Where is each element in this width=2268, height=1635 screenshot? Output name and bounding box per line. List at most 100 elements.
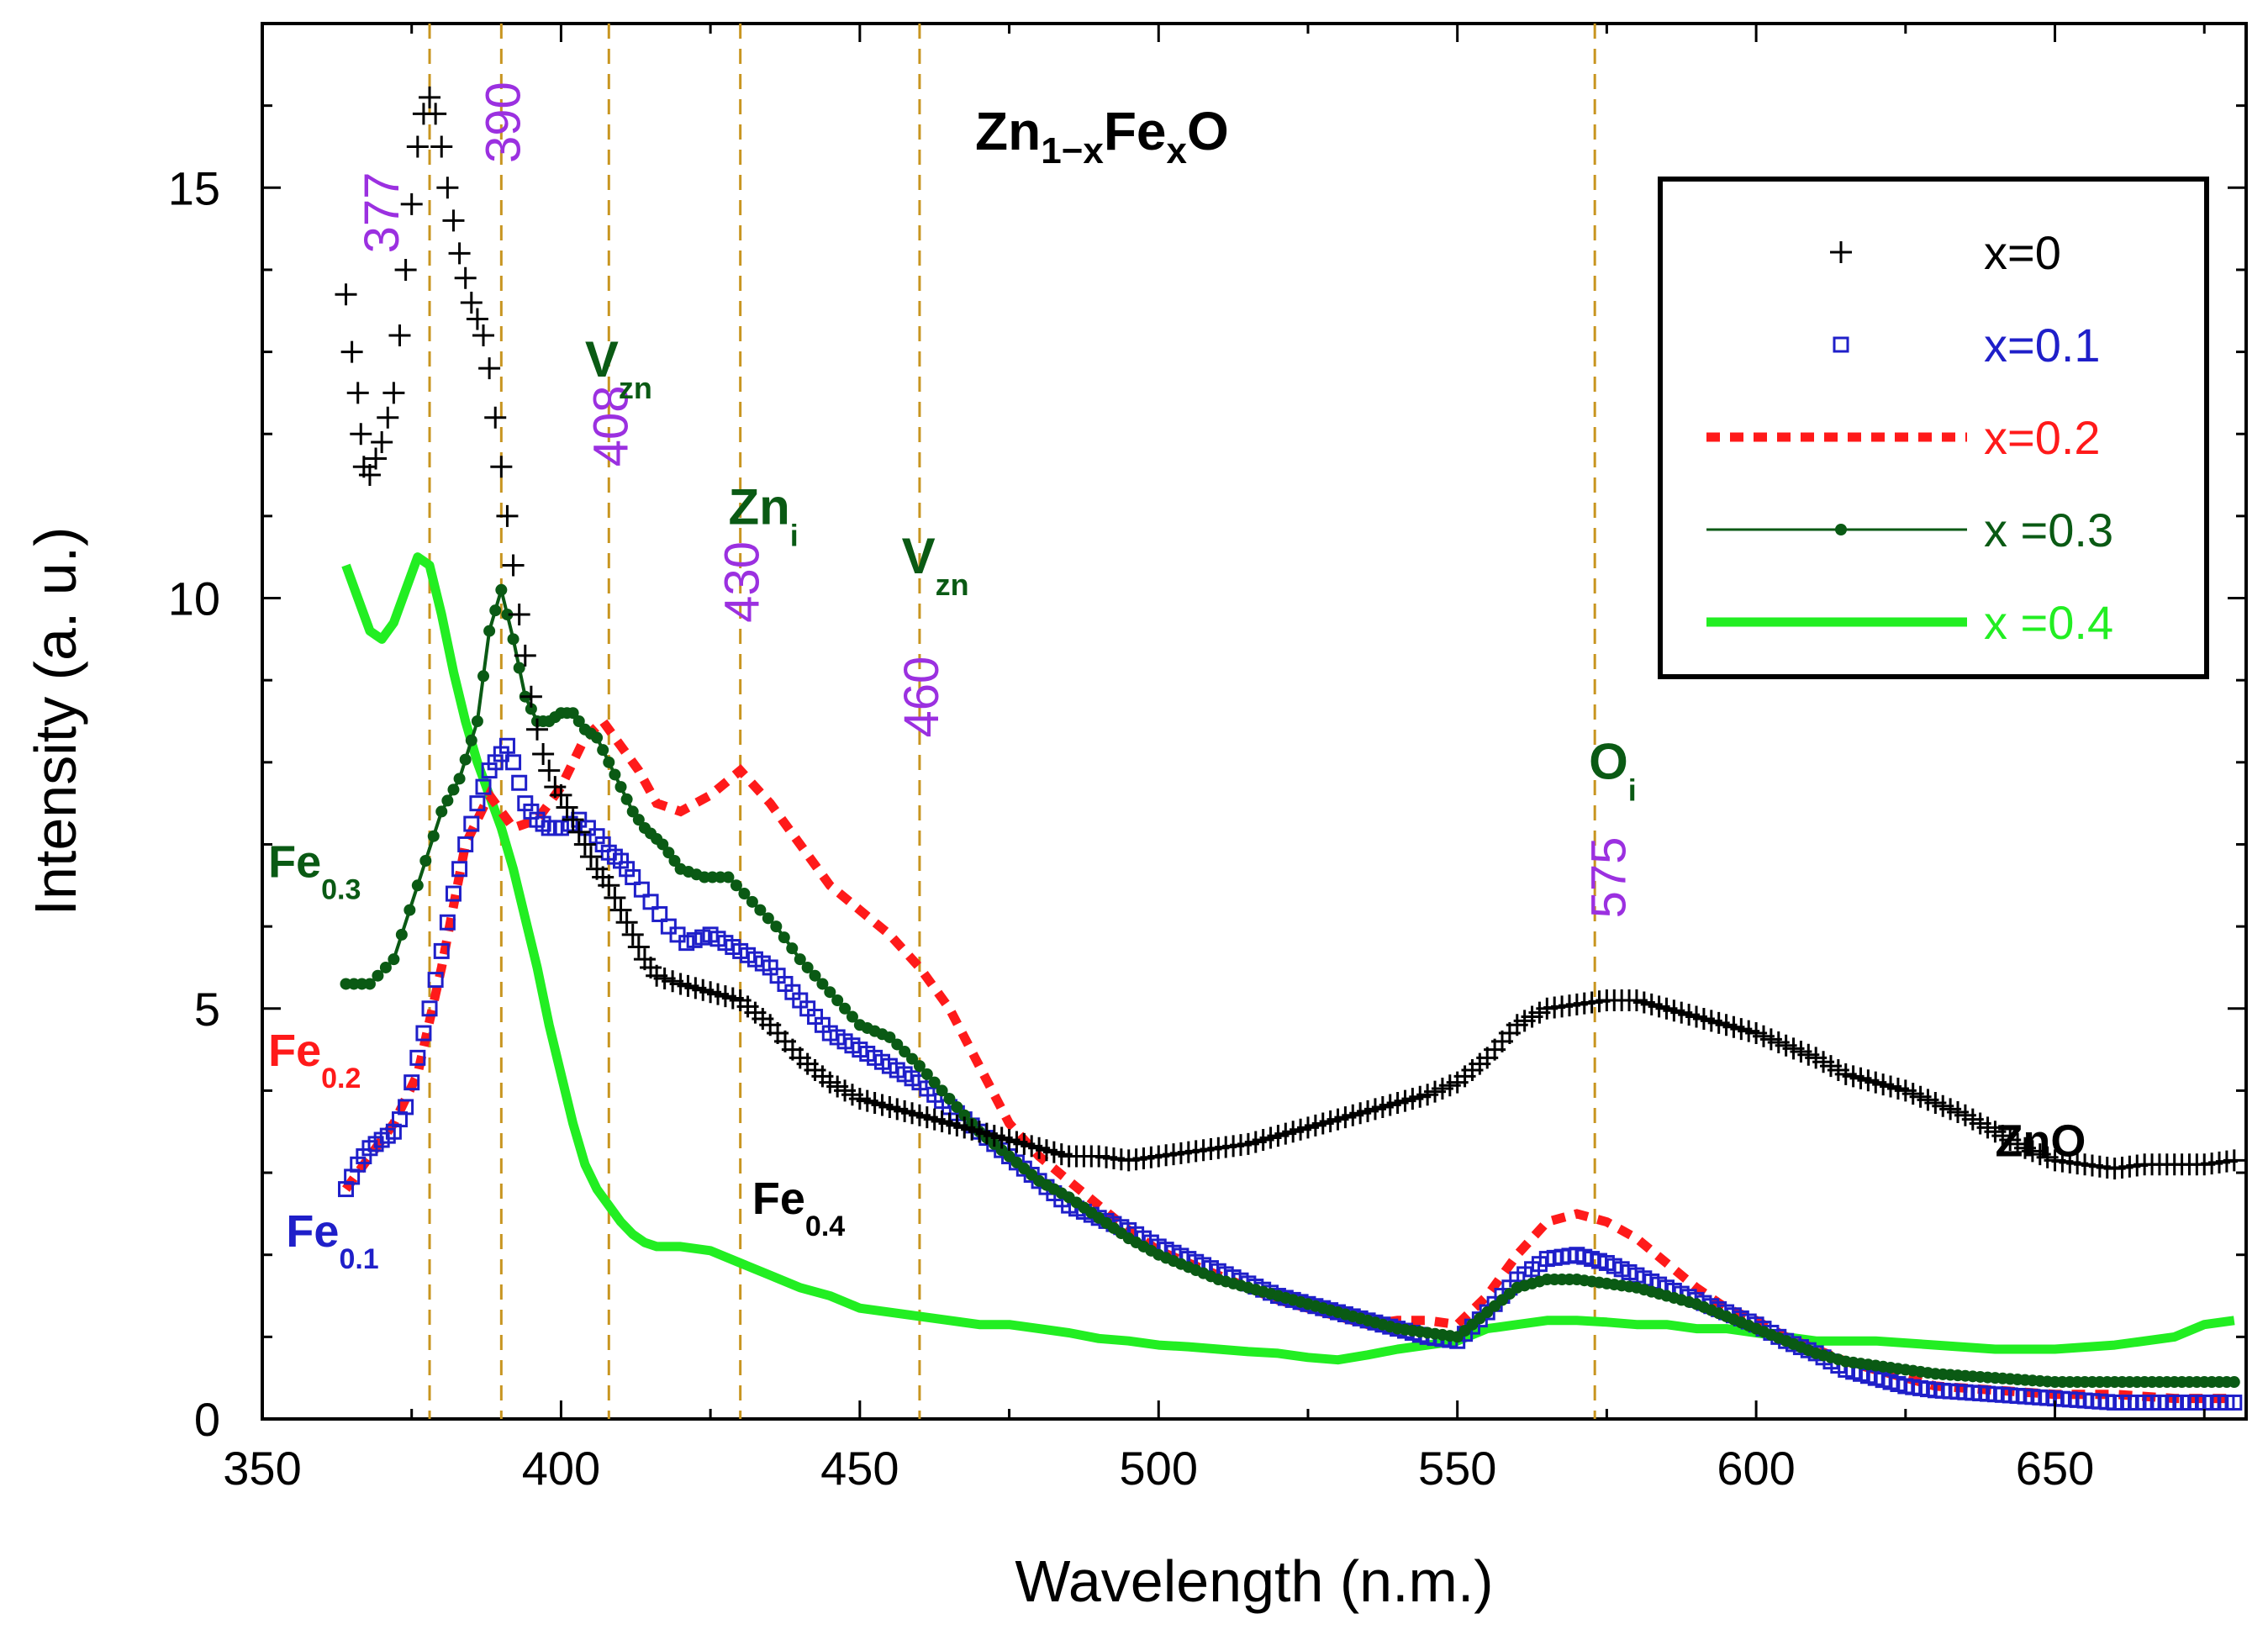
plus-marker [508, 604, 530, 626]
peak-label-390: 390 [476, 82, 530, 163]
plus-marker [525, 718, 548, 741]
square-marker [505, 754, 522, 771]
square-marker [469, 795, 486, 812]
curve-label-3-sub: 0.4 [805, 1210, 845, 1242]
plus-marker [377, 406, 399, 429]
curve-label-0: Fe0.3 [268, 837, 361, 906]
plus-marker [598, 874, 620, 897]
peak-label-460: 460 [894, 657, 949, 738]
legend: x=0 x=0.1 x=0.2 x =0.3 x =0.4 [1658, 177, 2209, 679]
dot-marker [379, 961, 392, 973]
plus-marker [615, 911, 638, 934]
curve-label-2-base: Fe [286, 1206, 339, 1257]
curve-label-2: Fe0.1 [286, 1206, 378, 1275]
square-marker [415, 1025, 432, 1042]
dot-marker [435, 805, 448, 818]
dot-marker [668, 855, 681, 867]
x-tick-label: 350 [223, 1442, 301, 1495]
plus-marker [532, 743, 555, 766]
square-marker [511, 774, 528, 791]
dot-marker [453, 773, 466, 785]
dot-marker [778, 931, 790, 944]
square-marker [457, 836, 474, 852]
dot-marker [471, 715, 483, 727]
defect-label-1-base: Zn [728, 479, 789, 535]
y-tick-label: 10 [168, 572, 220, 625]
legend-items: x=0 x=0.1 x=0.2 x =0.3 x =0.4 [1706, 226, 2113, 649]
dot-marker [363, 978, 376, 990]
title-mid: Fe [1104, 101, 1167, 161]
dot-marker [372, 969, 384, 982]
dot-marker [572, 715, 585, 727]
plus-marker [556, 796, 578, 819]
dot-marker [770, 920, 783, 933]
y-tick-label: 0 [194, 1393, 220, 1446]
square-marker [433, 942, 450, 959]
dot-marker [1835, 524, 1847, 535]
dot-marker [824, 986, 836, 999]
defect-label-0: Vzn [585, 331, 652, 405]
defect-label-0-base: V [585, 331, 619, 388]
x-tick-label: 400 [522, 1442, 600, 1495]
plus-marker [567, 820, 590, 843]
y-tick-label: 15 [168, 161, 220, 214]
defect-label-3: Oi [1589, 733, 1637, 807]
dot-marker [754, 904, 767, 916]
dot-marker [883, 1031, 896, 1043]
dot-marker [603, 756, 615, 768]
plus-marker [394, 258, 417, 281]
curve-label-1: Fe0.2 [268, 1026, 361, 1094]
peak-label-408: 408 [583, 386, 638, 467]
curve-label-0-base: Fe [268, 837, 321, 888]
dot-marker [411, 879, 424, 892]
x-tick-label: 600 [1717, 1442, 1795, 1495]
dot-marker [501, 609, 514, 621]
dot-marker [403, 904, 416, 916]
legend-item: x =0.3 [1706, 504, 2113, 556]
curve-label-3: Fe0.4 [752, 1174, 845, 1242]
dot-marker [794, 953, 806, 966]
curve-label-4: ZnO [1995, 1116, 2086, 1167]
dot-marker [620, 793, 633, 805]
plus-marker [371, 431, 393, 453]
plus-marker [514, 644, 536, 667]
square-marker [439, 914, 456, 931]
dot-marker [459, 753, 472, 766]
dot-marker [388, 953, 400, 966]
plus-marker [350, 423, 372, 446]
dot-marker [928, 1076, 941, 1089]
dot-marker [846, 1010, 858, 1023]
x-tick-label: 550 [1418, 1442, 1496, 1495]
square-marker [475, 778, 492, 795]
curve-label-0-sub: 0.3 [321, 874, 361, 906]
dot-marker [891, 1038, 904, 1051]
plus-marker [466, 308, 488, 330]
defect-label-2: Vzn [902, 528, 969, 602]
dot-marker [483, 625, 496, 637]
dot-marker [2228, 1376, 2240, 1389]
dot-marker [614, 781, 627, 794]
peak-label-377: 377 [355, 172, 409, 254]
dot-marker [465, 734, 477, 746]
dot-marker [591, 731, 604, 744]
plus-marker [346, 382, 369, 404]
plus-marker [419, 86, 441, 108]
series-x-0-3 [340, 583, 2240, 1389]
square-marker [562, 815, 578, 832]
dot-marker [913, 1060, 926, 1073]
legend-label: x=0.2 [1984, 411, 2101, 464]
plus-marker [478, 357, 501, 380]
plus-marker [406, 135, 429, 158]
dot-marker [662, 847, 675, 859]
dot-marker [441, 794, 454, 807]
dot-marker [525, 703, 537, 715]
title-sub2: x [1167, 130, 1188, 171]
square-marker [463, 815, 480, 832]
defect-label-3-base: O [1589, 733, 1628, 789]
square-marker [2226, 1394, 2243, 1411]
plus-marker [454, 266, 477, 289]
defect-label-2-base: V [902, 528, 936, 584]
plus-marker [496, 504, 519, 527]
plus-marker [2223, 1149, 2245, 1172]
